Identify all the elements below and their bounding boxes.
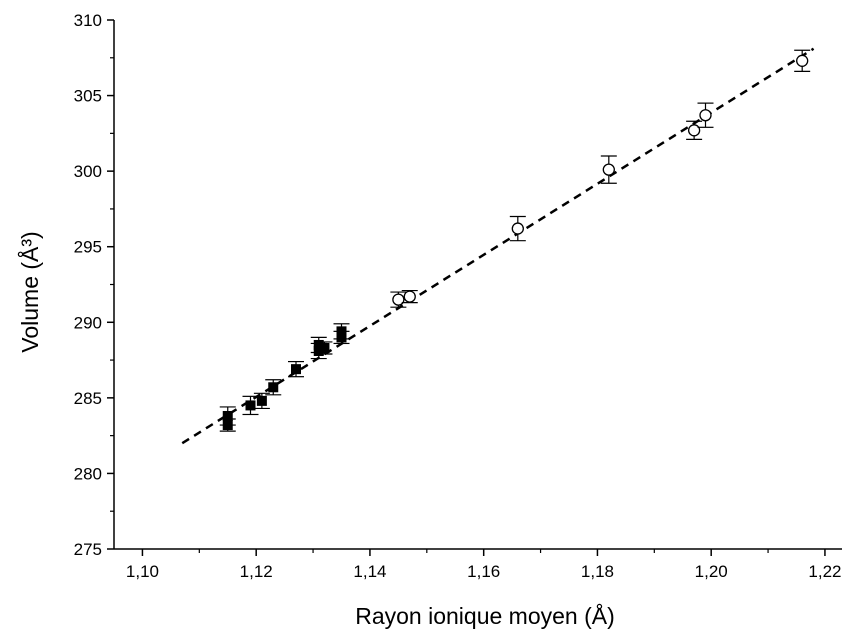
y-tick-label: 290 [74, 313, 102, 332]
y-tick-label: 275 [74, 540, 102, 559]
data-point-square [336, 326, 347, 337]
data-points-group [219, 49, 811, 432]
y-tick-label: 280 [74, 464, 102, 483]
data-point-circle [699, 109, 712, 122]
y-tick-label: 305 [74, 87, 102, 106]
x-tick-label: 1,20 [695, 562, 728, 581]
x-tick-label: 1,10 [126, 562, 159, 581]
data-point-circle [687, 124, 701, 137]
x-tick-label: 1,22 [808, 562, 841, 581]
data-point-circle [392, 293, 405, 306]
x-axis-title: Rayon ionique moyen (Å) [355, 602, 615, 629]
x-tick-label: 1,12 [240, 562, 273, 581]
data-point-square [291, 364, 301, 375]
x-tick-label: 1,14 [353, 562, 386, 581]
y-tick-label: 295 [74, 238, 102, 257]
data-point-square [313, 339, 324, 350]
series-1 [219, 323, 350, 432]
axes: 1,10 1,12 1,14 1,16 1,18 1,20 1,22 275 280 285 290… [74, 11, 842, 581]
y-tick-label: 310 [74, 11, 102, 30]
data-point-square [268, 382, 279, 393]
data-point-square [222, 410, 233, 421]
y-tick-label: 285 [74, 389, 102, 408]
y-axis-title: Volume (Å³) [16, 231, 43, 352]
data-point-square [319, 342, 330, 353]
data-point-square [256, 395, 267, 406]
data-point-square [245, 400, 256, 411]
y-tick-label: 300 [74, 162, 102, 181]
x-tick-label: 1,18 [581, 562, 614, 581]
data-point-circle [403, 290, 416, 303]
x-tick-label: 1,16 [467, 562, 500, 581]
series-2 [390, 49, 811, 308]
data-point-circle [602, 163, 615, 176]
data-point-circle [796, 54, 809, 67]
data-point-circle [511, 222, 524, 235]
